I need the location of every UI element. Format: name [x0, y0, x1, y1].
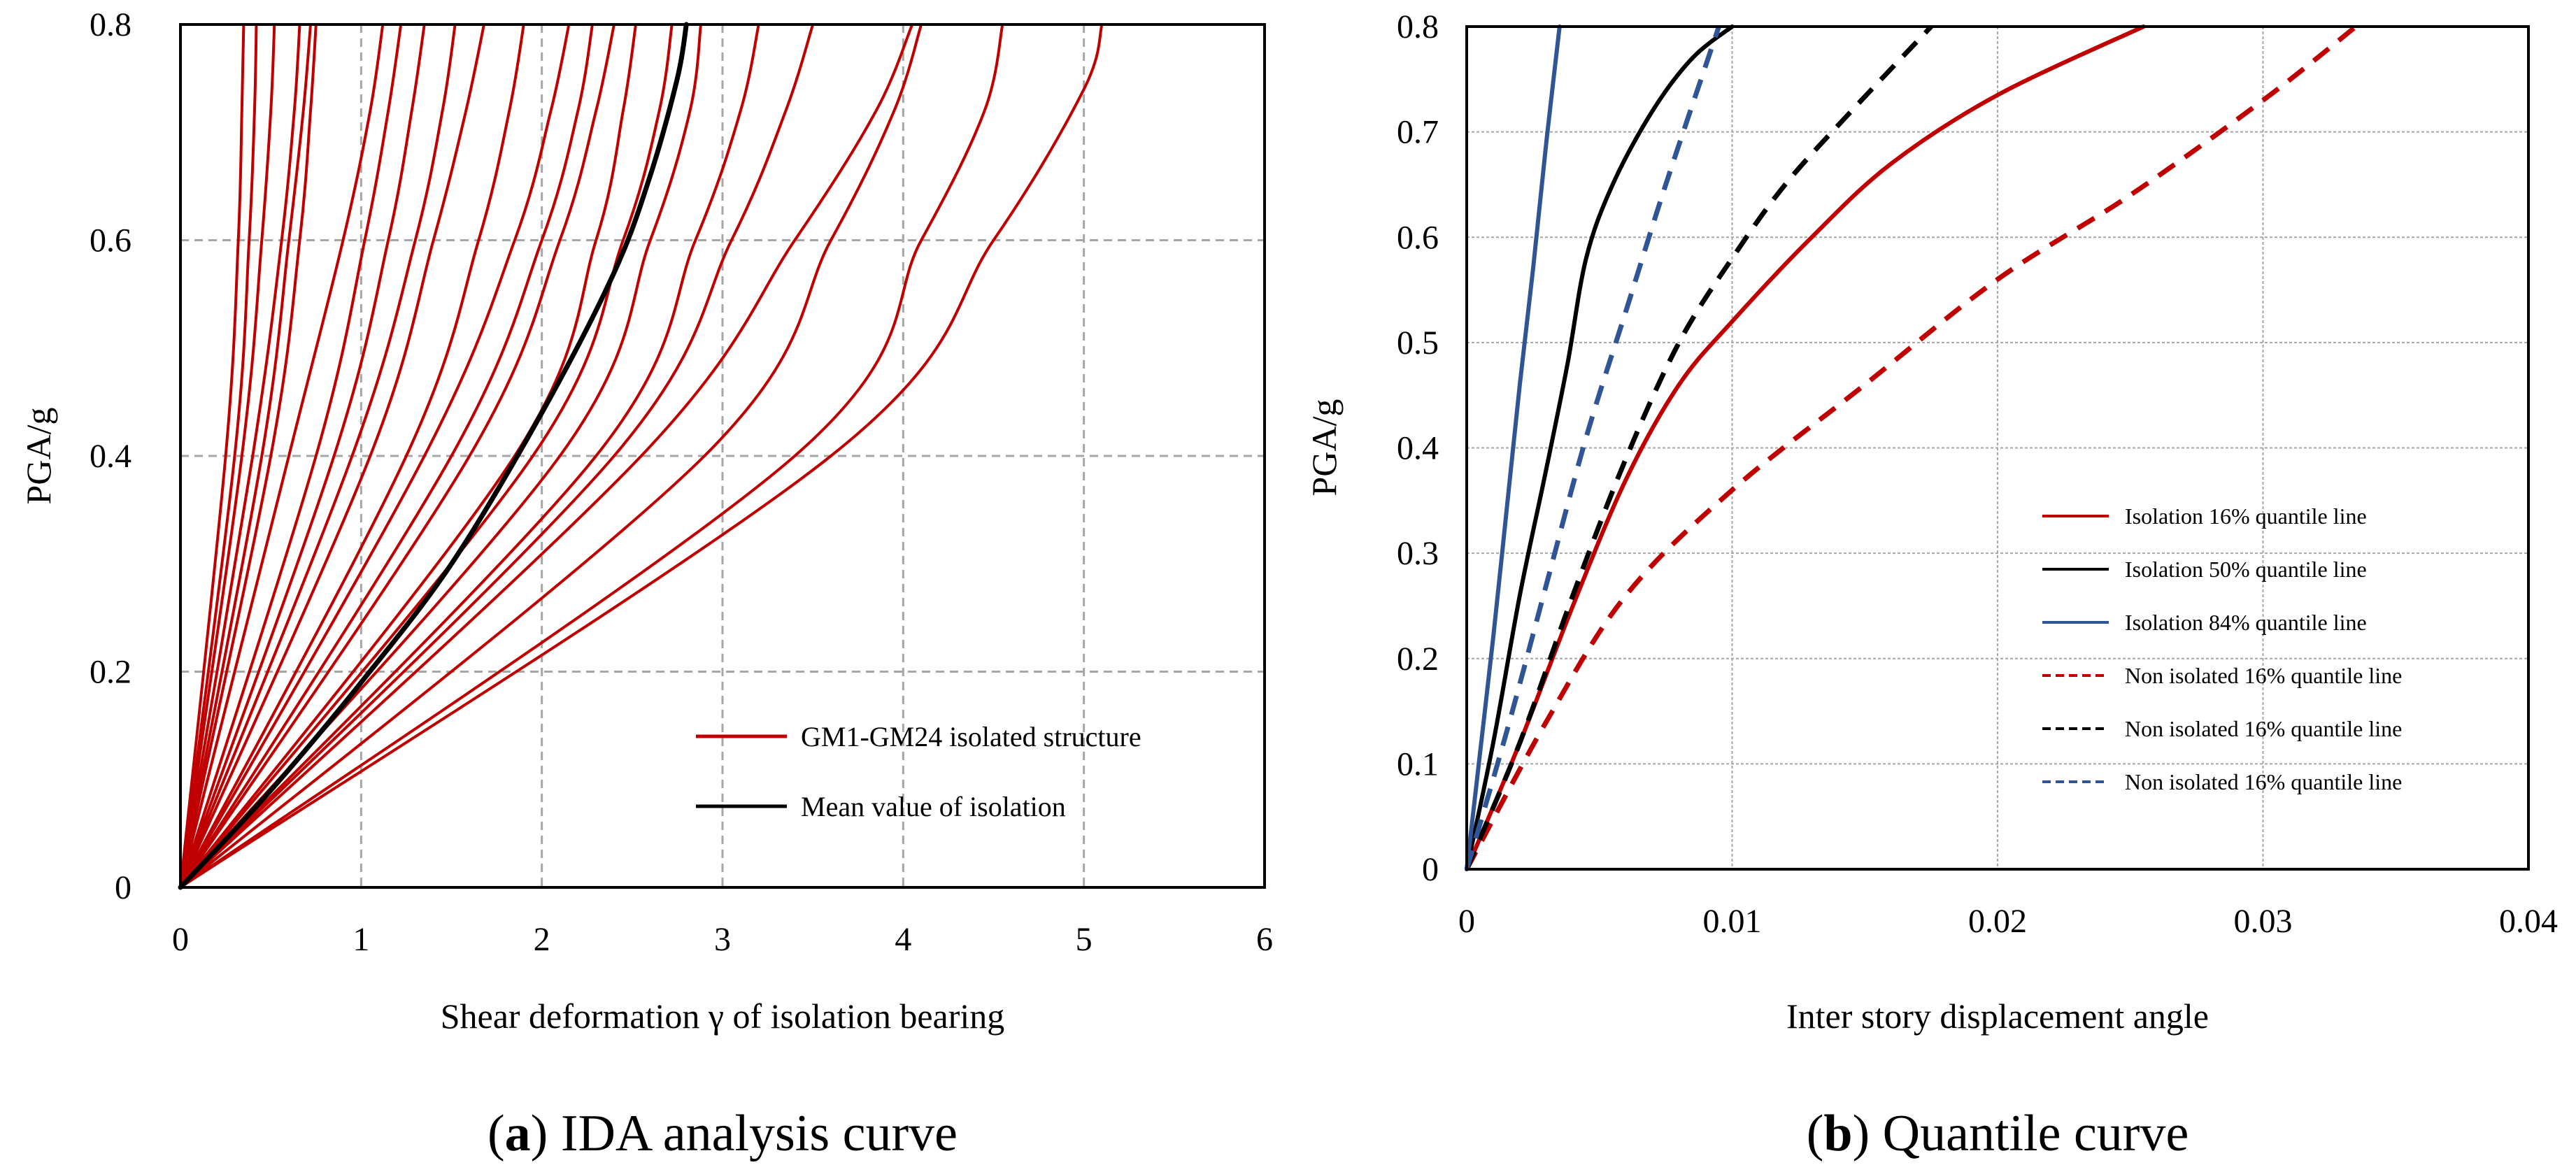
legend-label: Non isolated 16% quantile line [2125, 663, 2402, 688]
series-line [179, 23, 485, 889]
y-tick-label: 0.7 [1397, 114, 1439, 151]
series-line [179, 23, 385, 889]
panel-b-xlabel: Inter story displacement angle [1786, 996, 2209, 1036]
series-line [179, 23, 594, 889]
series-line [178, 22, 689, 890]
series-line [179, 23, 615, 889]
y-tick-label: 0.1 [1397, 745, 1439, 782]
panel-b-lines [1464, 24, 2358, 871]
legend-label-mean: Mean value of isolation [801, 791, 1066, 822]
y-tick-label: 0.6 [1397, 219, 1439, 256]
y-tick-label: 0.2 [90, 654, 131, 691]
panel-b-grid [1467, 27, 2528, 869]
y-tick-label: 0.4 [1397, 430, 1439, 467]
series-line [179, 23, 923, 889]
panel-b-plot-frame [1465, 25, 2530, 871]
panel-a-plot-frame [179, 23, 1266, 889]
series-line [179, 23, 637, 889]
x-tick-label: 0 [1458, 903, 1475, 940]
y-tick-label: 0.4 [90, 438, 131, 475]
panel-a-lines [178, 22, 1104, 890]
series-line [179, 23, 815, 889]
panel-b-ylabel: PGA/g [1304, 399, 1344, 496]
y-tick-label: 0.8 [90, 6, 131, 43]
panel-b-ticks: 0 0.01 0.02 0.03 0.04 0 0.1 0.2 0.3 0.4 0.5 0.6 0.7 0… [1397, 8, 2558, 940]
x-tick-label: 1 [353, 921, 369, 958]
series-line [179, 23, 914, 889]
series-line [179, 23, 276, 889]
panel-a-ticks: 0 1 2 3 4 5 6 0 0.2 0.4 0.6 0.8 [90, 6, 1273, 958]
series-line [1464, 24, 2358, 871]
panel-b-caption-letter: b [1823, 1105, 1852, 1162]
panel-b-legend: Isolation 16% quantile line Isolation 50%… [2042, 503, 2402, 794]
y-tick-label: 0 [1422, 851, 1439, 888]
y-tick-label: 0 [115, 869, 131, 906]
y-tick-label: 0.3 [1397, 535, 1439, 572]
panel-b-caption-text: Quantile curve [1883, 1105, 2189, 1162]
x-tick-label: 6 [1256, 921, 1273, 958]
panel-a-grid [180, 24, 1265, 887]
x-tick-label: 4 [895, 921, 911, 958]
series-line [179, 23, 426, 889]
legend-label: Isolation 50% quantile line [2125, 557, 2367, 582]
panel-a-caption-text: IDA analysis curve [561, 1105, 958, 1162]
y-tick-label: 0.8 [1397, 8, 1439, 45]
series-line [1465, 24, 1562, 871]
legend-label: Non isolated 16% quantile line [2125, 716, 2402, 741]
series-line [179, 23, 1004, 889]
series-line [1464, 25, 1721, 870]
panel-a-xlabel: Shear deformation γ of isolation bearing [441, 996, 1005, 1036]
x-tick-label: 0.04 [2499, 903, 2558, 940]
legend-label-isolated: GM1-GM24 isolated structure [801, 721, 1141, 752]
series-line [179, 23, 457, 889]
legend-label: Isolation 16% quantile line [2125, 503, 2367, 529]
series-line [179, 23, 403, 889]
y-tick-label: 0.5 [1397, 324, 1439, 362]
series-line [179, 23, 245, 889]
series-line [179, 23, 1104, 889]
series-line [179, 23, 525, 889]
x-tick-label: 0.02 [1968, 903, 2027, 940]
panel-b-caption: (b) Quantile curve [1807, 1105, 2189, 1162]
panel-a-caption: (a) IDA analysis curve [488, 1105, 958, 1162]
legend-label: Non isolated 16% quantile line [2125, 769, 2402, 794]
series-line [179, 23, 312, 889]
series-line [179, 23, 571, 889]
y-tick-label: 0.6 [90, 222, 131, 259]
panel-a-chart: 0 1 2 3 4 5 6 0 0.2 0.4 0.6 0.8 PGA/g Shear deforma… [19, 6, 1273, 1162]
x-tick-label: 0.01 [1703, 903, 1762, 940]
x-tick-label: 0.03 [2234, 903, 2293, 940]
series-line [1464, 24, 1933, 871]
x-tick-label: 2 [534, 921, 550, 958]
series-line [179, 23, 760, 889]
series-line [1465, 24, 1735, 871]
series-line [179, 23, 301, 889]
panel-b-chart: 0 0.01 0.02 0.03 0.04 0 0.1 0.2 0.3 0.4 0.5 0.6 0.7 0… [1304, 8, 2558, 1162]
x-tick-label: 0 [172, 921, 189, 958]
legend-label: Isolation 84% quantile line [2125, 610, 2367, 635]
panel-a-ylabel: PGA/g [19, 408, 58, 505]
series-line [179, 23, 258, 889]
y-tick-label: 0.2 [1397, 641, 1439, 678]
x-tick-label: 3 [714, 921, 731, 958]
series-line [179, 23, 318, 889]
panel-a-legend: GM1-GM24 isolated structure Mean value o… [696, 721, 1141, 822]
x-tick-label: 5 [1076, 921, 1093, 958]
series-line [179, 23, 674, 889]
panel-a-caption-letter: a [505, 1105, 531, 1162]
